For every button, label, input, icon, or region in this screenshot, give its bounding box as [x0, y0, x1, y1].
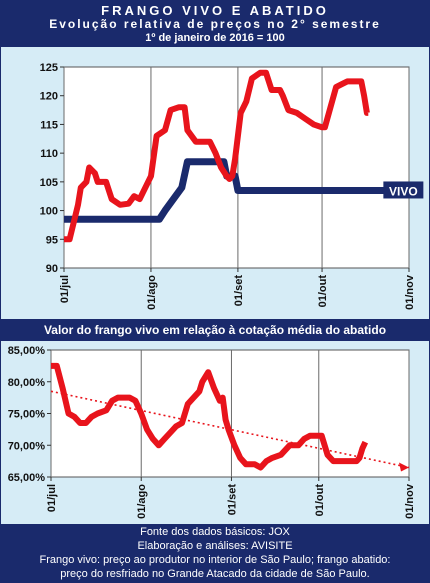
trend-line — [50, 390, 410, 469]
series-line-abatido — [64, 69, 370, 243]
series-line-vivo — [64, 158, 401, 223]
y-tick-label: 120 — [40, 91, 58, 103]
y-tick-label: 115 — [40, 119, 58, 131]
series-label-box — [383, 181, 424, 199]
footer-elaboration: Elaboração e análises: AVISITE — [137, 540, 293, 552]
chart2-title: Valor do frango vivo em relação à cotaçã… — [1, 319, 429, 341]
x-tick-label: 01/nov — [404, 274, 416, 310]
x-tick-label: 01/nov — [404, 483, 416, 519]
x-tick-label: 01/jul — [59, 275, 71, 303]
plot-area — [50, 349, 410, 478]
chart-base-note: 1º de janeiro de 2016 = 100 — [145, 32, 285, 44]
y-tick-label: 110 — [40, 148, 58, 160]
footer: Fonte dos dados básicos: JOX Elaboração … — [1, 524, 429, 583]
footer-source: Fonte dos dados básicos: JOX — [140, 526, 290, 538]
header: FRANGO VIVO E ABATIDO Evolução relativa … — [1, 1, 429, 47]
y-tick-label: 90 — [46, 263, 58, 275]
y-tick-label: 85,00% — [8, 345, 46, 357]
y-tick-label: 125 — [40, 62, 58, 74]
chart2-svg: 01/jul 01/ago 01/set 01/out 01/nov 65,00% 70,0… — [8, 345, 416, 519]
chart-title: FRANGO VIVO E ABATIDO — [101, 3, 329, 18]
x-tick-label: 01/out — [314, 484, 326, 517]
y-tick-label: 75,00% — [8, 409, 46, 421]
chart2-panel: Valor do frango vivo em relação à cotaçã… — [1, 319, 429, 524]
x-tick-label: 01/ago — [136, 484, 148, 519]
chart-subtitle: Evolução relativa de preços no 2° semest… — [49, 17, 381, 31]
x-tick-label: 01/set — [226, 484, 238, 516]
footer-note-1: Frango vivo: preço ao produtor no interi… — [39, 554, 391, 566]
series-line-vivoabatido — [51, 362, 369, 471]
trend-arrow — [399, 462, 409, 472]
chart1-panel: 01/jul 01/ago 01/set 01/out 01/nov 90 95 100 105… — [1, 47, 429, 319]
y-tick-label: 100 — [40, 206, 58, 218]
chart1-svg: 01/jul 01/ago 01/set 01/out 01/nov 90 95 100 105… — [40, 62, 424, 310]
y-tick-label: 70,00% — [8, 440, 46, 452]
y-tick-label: 95 — [46, 234, 58, 246]
x-tick-label: 01/ago — [146, 275, 158, 310]
footer-note-2: preço do resfriado no Grande Atacado da … — [60, 568, 370, 580]
y-tick-label: 80,00% — [8, 377, 46, 389]
y-tick-label: 65,00% — [8, 472, 46, 484]
x-tick-label: 01/jul — [46, 484, 58, 512]
x-tick-label: 01/out — [317, 275, 329, 308]
x-tick-label: 01/set — [233, 275, 245, 307]
y-tick-label: 105 — [40, 177, 58, 189]
series-label: VIVO — [389, 184, 418, 198]
